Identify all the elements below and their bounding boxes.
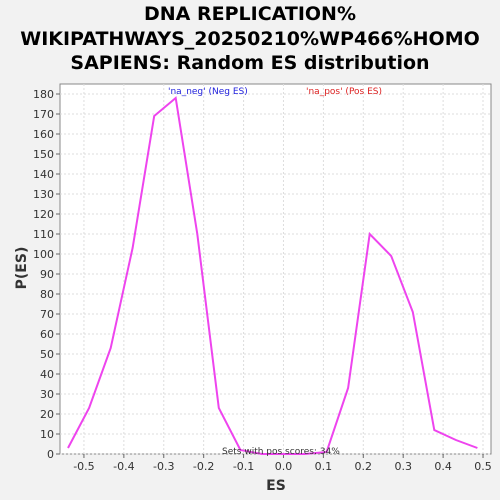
x-tick-label: 0.4 <box>434 460 452 473</box>
axis-layer: -0.5 -0.4 -0.3 -0.2 -0.1 0.0 0.1 0.2 0.3 0.4 0.5 0 1… <box>33 88 492 473</box>
y-tick-label: 100 <box>33 248 54 261</box>
y-tick-label: 150 <box>33 148 54 161</box>
y-tick-label: 20 <box>40 408 54 421</box>
x-tick-label: -0.2 <box>193 460 214 473</box>
plot-area <box>59 83 492 455</box>
es-distribution-line <box>67 96 478 455</box>
y-axis-label: P(ES) <box>14 247 30 290</box>
y-tick-label: 110 <box>33 228 54 241</box>
x-tick-label: 0.5 <box>474 460 492 473</box>
series-layer <box>67 96 478 455</box>
y-tick-label: 80 <box>40 288 54 301</box>
x-tick-label: 0.0 <box>275 460 293 473</box>
pos-scores-annotation: Sets with pos scores: 34% <box>222 447 340 457</box>
y-tick-label: 90 <box>40 268 54 281</box>
y-tick-label: 140 <box>33 168 54 181</box>
x-tick-label: -0.3 <box>153 460 174 473</box>
y-tick-label: 70 <box>40 308 54 321</box>
x-tick-label: -0.4 <box>113 460 134 473</box>
legend-neg: 'na_neg' (Neg ES) <box>168 87 248 97</box>
grid-layer <box>60 84 491 455</box>
x-tick-label: 0.3 <box>394 460 412 473</box>
y-tick-label: 30 <box>40 388 54 401</box>
y-tick-label: 50 <box>40 348 54 361</box>
chart-title-line-2: WIKIPATHWAYS_20250210%WP466%HOMO <box>20 28 480 50</box>
y-tick-label: 40 <box>40 368 54 381</box>
chart-title-line-1: DNA REPLICATION% <box>144 3 356 25</box>
legend-pos: 'na_pos' (Pos ES) <box>306 87 382 97</box>
y-tick-label: 170 <box>33 108 54 121</box>
x-tick-label: -0.1 <box>233 460 254 473</box>
x-tick-label: -0.5 <box>73 460 94 473</box>
x-axis-label: ES <box>266 478 286 494</box>
x-tick-label: 0.2 <box>355 460 373 473</box>
y-tick-label: 10 <box>40 428 54 441</box>
y-tick-label: 160 <box>33 128 54 141</box>
y-tick-label: 120 <box>33 208 54 221</box>
y-tick-label: 60 <box>40 328 54 341</box>
y-tick-label: 0 <box>47 448 54 461</box>
y-tick-label: 130 <box>33 188 54 201</box>
x-tick-label: 0.1 <box>315 460 333 473</box>
y-tick-label: 180 <box>33 88 54 101</box>
chart-title-line-3: SAPIENS: Random ES distribution <box>70 52 430 74</box>
